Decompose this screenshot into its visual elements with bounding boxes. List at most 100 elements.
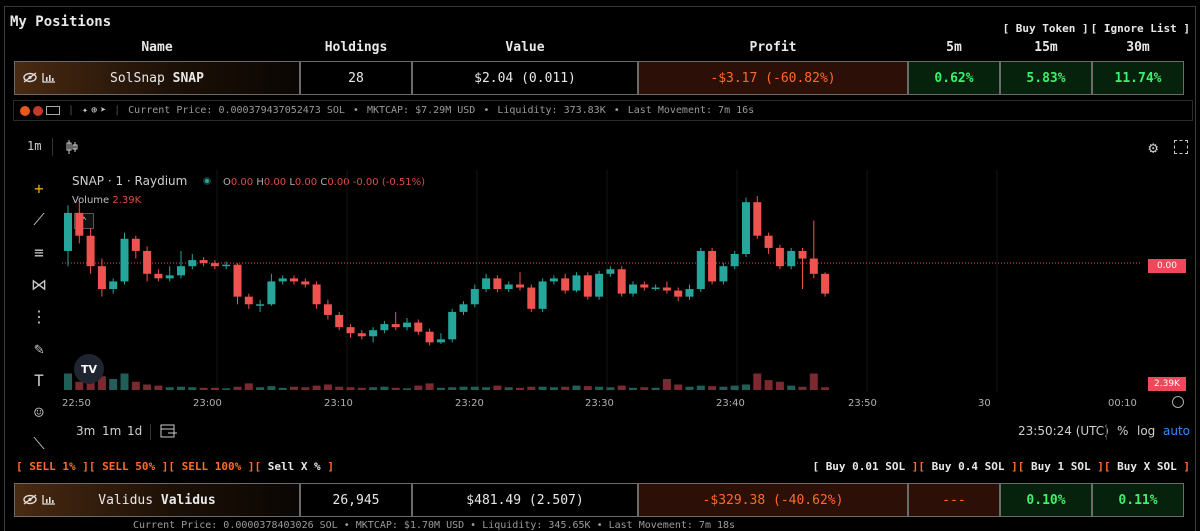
sell-100-button[interactable]: SELL 100% (181, 460, 242, 473)
volume-legend: Volume 2.39K (72, 195, 142, 206)
ignore-list-link[interactable]: [ Ignore List ] (1090, 22, 1190, 35)
dex-icon[interactable] (33, 105, 43, 116)
candle (775, 244, 784, 270)
candle (120, 232, 129, 285)
volume-bar (233, 386, 242, 390)
candle-body (470, 289, 479, 305)
volume-bar (493, 385, 502, 390)
holdings-cell: 28 (300, 61, 412, 95)
candle (470, 284, 479, 308)
volume-bar (561, 386, 570, 390)
volume-bar (538, 386, 547, 390)
card-icon[interactable] (46, 106, 60, 115)
twitter-icon[interactable]: ✦ (82, 105, 89, 116)
row-icons (23, 72, 56, 83)
volume-bar (97, 376, 106, 390)
chart-icon[interactable] (42, 72, 56, 83)
candle-body (165, 275, 174, 279)
hide-eye-icon[interactable] (23, 494, 37, 505)
volume-bar (516, 387, 524, 390)
candle-body (143, 250, 152, 274)
utc-clock[interactable]: 23:50:24 (UTC) (1018, 424, 1109, 438)
brush-icon[interactable]: ✎ (34, 338, 44, 358)
ruler-icon[interactable]: ⟍ (33, 434, 45, 453)
goto-date-icon[interactable] (160, 423, 178, 439)
candle (674, 287, 683, 302)
pump-icon[interactable] (20, 105, 30, 116)
crosshair-icon[interactable]: + (34, 178, 44, 198)
projection-icon[interactable]: ⋮ (31, 306, 47, 326)
sell-1-button[interactable]: SELL 1% (29, 460, 76, 473)
candle (369, 327, 378, 343)
range-1m-button[interactable]: 1m (102, 424, 122, 438)
candle-body (425, 331, 434, 343)
candle (629, 281, 637, 297)
candle-body (809, 258, 818, 274)
volume-bar (391, 387, 400, 390)
candle-body (821, 273, 830, 294)
buy-0.01-button[interactable]: Buy 0.01 SOL (825, 460, 906, 473)
name-cell[interactable]: SolSnap SNAP (14, 61, 300, 95)
candle (312, 281, 321, 309)
buy-x-button[interactable]: Buy X SOL (1117, 460, 1177, 473)
reset-scale-icon[interactable] (1172, 396, 1184, 408)
position-row-validus[interactable]: Validus Validus 26,945 $481.49 (2.507) -… (13, 483, 1193, 517)
time-tick-label: 23:20 (455, 398, 484, 409)
candle-body (222, 264, 231, 267)
top-links: [ Buy Token ] [ Ignore List ] (1003, 22, 1190, 35)
trend-line-icon[interactable]: ⟋ (33, 210, 45, 229)
candle (504, 281, 513, 293)
time-tick-label: 23:50 (848, 398, 877, 409)
range-3m-button[interactable]: 3m (76, 424, 96, 438)
candle-body (256, 304, 265, 306)
candlestick-chart[interactable] (62, 170, 1142, 392)
settings-gear-icon[interactable]: ⚙ (1148, 138, 1158, 157)
emoji-icon[interactable]: ☺ (34, 402, 44, 422)
candle-body (188, 260, 197, 267)
text-icon[interactable]: T (34, 370, 44, 390)
range-1d-button[interactable]: 1d (127, 424, 143, 438)
percent-toggle[interactable]: % (1117, 424, 1129, 438)
volume-bar (120, 373, 129, 390)
telegram-icon[interactable]: ➤ (100, 105, 107, 116)
buy-token-link[interactable]: [ Buy Token ] (1002, 22, 1089, 35)
volume-bar (267, 386, 276, 390)
candle (64, 205, 72, 267)
candle (222, 261, 231, 270)
change-5m-cell: 0.62% (908, 61, 1000, 95)
volume-bar (459, 386, 468, 390)
pattern-icon[interactable]: ⋈ (31, 274, 47, 294)
change-5m-cell: --- (908, 483, 1000, 517)
interval-button[interactable]: 1m (27, 139, 42, 153)
candles-icon[interactable] (66, 139, 78, 155)
log-toggle[interactable]: log (1137, 424, 1156, 438)
candle (708, 247, 717, 285)
change-30m-cell: 0.11% (1092, 483, 1184, 517)
horizontal-lines-icon[interactable]: ≡ (34, 242, 44, 262)
candle (493, 275, 502, 293)
position-row-snap[interactable]: SolSnap SNAP 28 $2.04 (0.011) -$3.17 (-6… (13, 61, 1193, 95)
volume-bar (775, 381, 784, 390)
auto-toggle[interactable]: auto (1163, 424, 1191, 438)
volume-bar (549, 387, 558, 390)
buy-0.4-button[interactable]: Buy 0.4 SOL (931, 460, 1005, 473)
volume-bar (75, 381, 84, 390)
sell-x-button[interactable]: Sell X % (267, 460, 321, 473)
chart-icon[interactable] (42, 494, 56, 505)
website-icon[interactable]: ⊕ (91, 105, 98, 116)
fullscreen-icon[interactable] (1174, 140, 1188, 154)
token-symbol: Validus (160, 492, 216, 508)
name-cell[interactable]: Validus Validus (14, 483, 300, 517)
candle-body (482, 278, 491, 290)
volume-bar (222, 388, 231, 390)
candle (177, 250, 185, 279)
sell-50-button[interactable]: SELL 50% (102, 460, 156, 473)
candle (188, 254, 197, 270)
candle-body (120, 238, 129, 282)
candle (323, 299, 332, 320)
volume-bar (821, 387, 830, 390)
buy-1-button[interactable]: Buy 1 SOL (1031, 460, 1091, 473)
hide-eye-icon[interactable] (23, 72, 37, 83)
volume-bar (764, 380, 773, 390)
volume-bar (312, 385, 321, 390)
